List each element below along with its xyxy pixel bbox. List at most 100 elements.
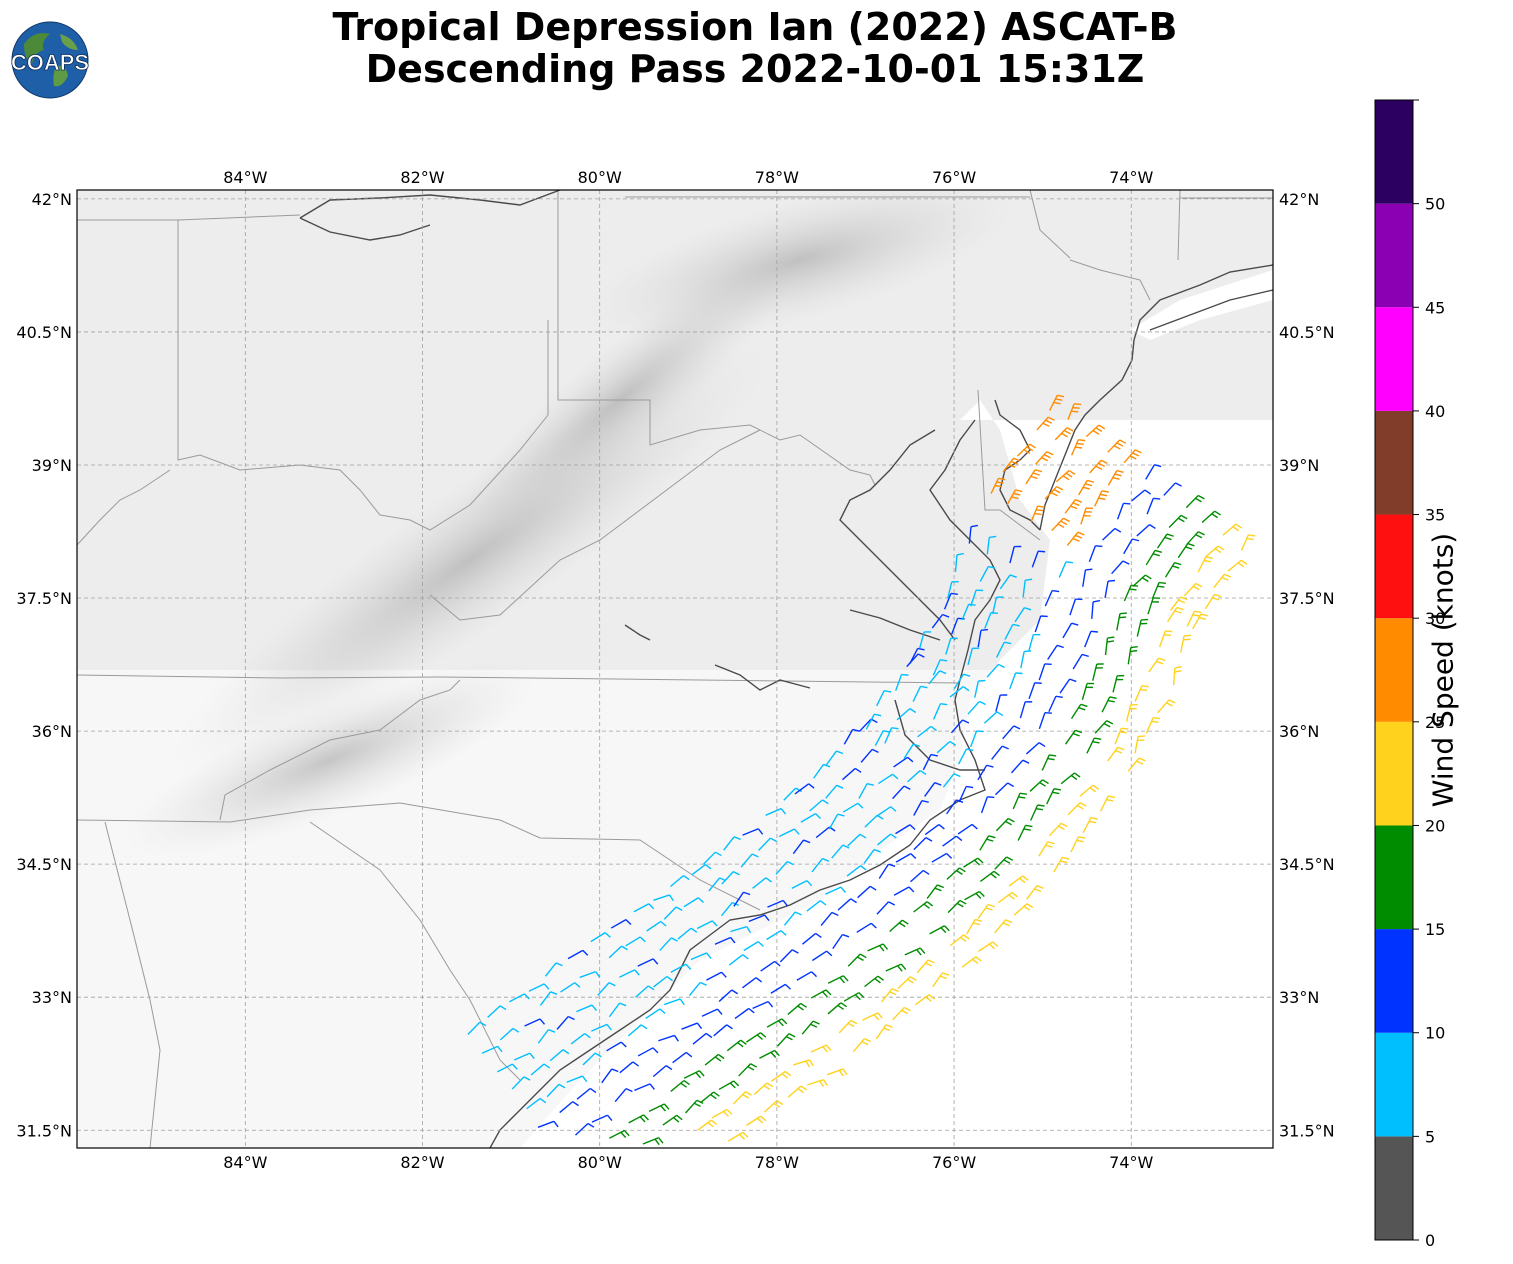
wind-barb: [779, 949, 799, 963]
wind-barb: [1062, 622, 1079, 639]
wind-barb: [1022, 578, 1033, 598]
wind-barb: [1104, 636, 1115, 656]
lat-tick-label-right: 42°N: [1279, 190, 1319, 209]
wind-barb: [942, 835, 963, 847]
wind-barb: [1082, 568, 1093, 587]
wind-barb: [743, 941, 764, 952]
wind-barb: [718, 989, 739, 1002]
wind-barb: [977, 628, 989, 648]
wind-barb: [856, 922, 877, 933]
wind-barb: [876, 901, 896, 915]
wind-barb: [811, 857, 830, 873]
wind-barb: [669, 875, 690, 888]
lat-tick-label-left: 31.5°N: [16, 1121, 72, 1140]
wind-barb: [637, 958, 659, 967]
wind-barb: [1002, 457, 1021, 473]
wind-barb: [947, 899, 967, 914]
wind-barb: [800, 813, 822, 823]
wind-barb: [619, 1061, 639, 1074]
wind-barb: [1028, 633, 1041, 652]
wind-barb: [913, 837, 933, 851]
wind-barb: [619, 969, 640, 978]
wind-barb: [700, 1091, 720, 1104]
wind-barb: [967, 700, 986, 715]
wind-barb: [672, 1051, 693, 1064]
wind-barb: [1136, 524, 1156, 537]
wind-barb: [847, 953, 867, 967]
wind-barb: [652, 1065, 673, 1078]
wind-barb: [825, 784, 844, 799]
wind-barb: [570, 1033, 591, 1045]
wind-barb: [670, 1080, 691, 1093]
wind-barb: [1086, 737, 1102, 754]
colorbar-bin: [1375, 203, 1413, 308]
wind-barb: [734, 1007, 755, 1020]
lon-tick-label-top: 74°W: [1109, 168, 1153, 187]
wind-barb: [995, 817, 1015, 832]
wind-barb: [1011, 759, 1030, 774]
wind-barb: [992, 596, 1004, 615]
lat-tick-label-right: 33°N: [1279, 988, 1319, 1007]
wind-barb: [646, 920, 667, 932]
wind-barb: [984, 611, 998, 629]
wind-barb: [1147, 597, 1161, 615]
wind-barb: [857, 885, 877, 899]
wind-barb: [986, 663, 1005, 678]
wind-barb: [1029, 779, 1049, 792]
wind-barb: [1164, 561, 1182, 578]
wind-barb: [865, 713, 882, 730]
wind-barb: [1204, 593, 1222, 610]
wind-barb: [628, 1114, 650, 1124]
wind-barb: [1034, 615, 1048, 633]
wind-barb: [931, 613, 950, 629]
wind-barb: [658, 1034, 679, 1042]
wind-barb: [951, 617, 965, 635]
wind-barb: [524, 1018, 546, 1027]
wind-barb: [1067, 802, 1087, 816]
wind-barb: [949, 685, 970, 698]
wind-barb: [526, 1097, 547, 1110]
wind-barb: [1016, 443, 1037, 457]
wind-barb: [1081, 682, 1095, 701]
wind-barb: [662, 1114, 683, 1126]
wind-barb: [936, 740, 957, 754]
wind-barb: [537, 1120, 559, 1128]
colorbar-bin: [1375, 1032, 1413, 1137]
wind-barb: [732, 1091, 752, 1105]
wind-barb: [792, 839, 811, 855]
wind-barb: [932, 972, 950, 988]
lon-tick-label-bottom: 80°W: [578, 1153, 622, 1172]
wind-barb: [1123, 538, 1140, 555]
wind-barb: [1066, 531, 1085, 546]
wind-barb: [1006, 489, 1023, 506]
lon-tick-label-bottom: 82°W: [400, 1153, 444, 1172]
wind-barb: [1222, 523, 1243, 536]
wind-barb: [970, 730, 984, 748]
wind-barb: [653, 894, 675, 902]
wind-barb: [758, 837, 777, 851]
wind-barb: [852, 1038, 871, 1053]
wind-barb: [884, 727, 899, 744]
colorbar-tick-label: 50: [1425, 195, 1445, 214]
wind-barb: [895, 853, 917, 863]
colorbar-bin: [1375, 825, 1413, 930]
wind-barb: [810, 989, 832, 999]
lat-tick-label-right: 36°N: [1279, 722, 1319, 741]
wind-barb: [924, 782, 942, 797]
wind-barb: [963, 857, 984, 868]
wind-barb: [820, 911, 839, 927]
wind-barb: [576, 1004, 597, 1013]
wind-barb: [1049, 394, 1065, 411]
wind-barb: [947, 580, 959, 599]
wind-barb: [924, 824, 945, 836]
wind-barb: [753, 1082, 774, 1095]
colorbar-bin: [1375, 929, 1413, 1033]
wind-barb: [910, 869, 930, 883]
wind-barb: [634, 1083, 655, 1092]
wind-barb: [787, 1085, 808, 1098]
wind-barb: [1088, 545, 1103, 562]
wind-barb: [745, 1032, 767, 1043]
colorbar: 0 5 10 15 20 25 30 35 40 45 50: [1374, 99, 1445, 1250]
wind-barb: [825, 750, 844, 766]
wind-barb: [539, 991, 558, 1006]
